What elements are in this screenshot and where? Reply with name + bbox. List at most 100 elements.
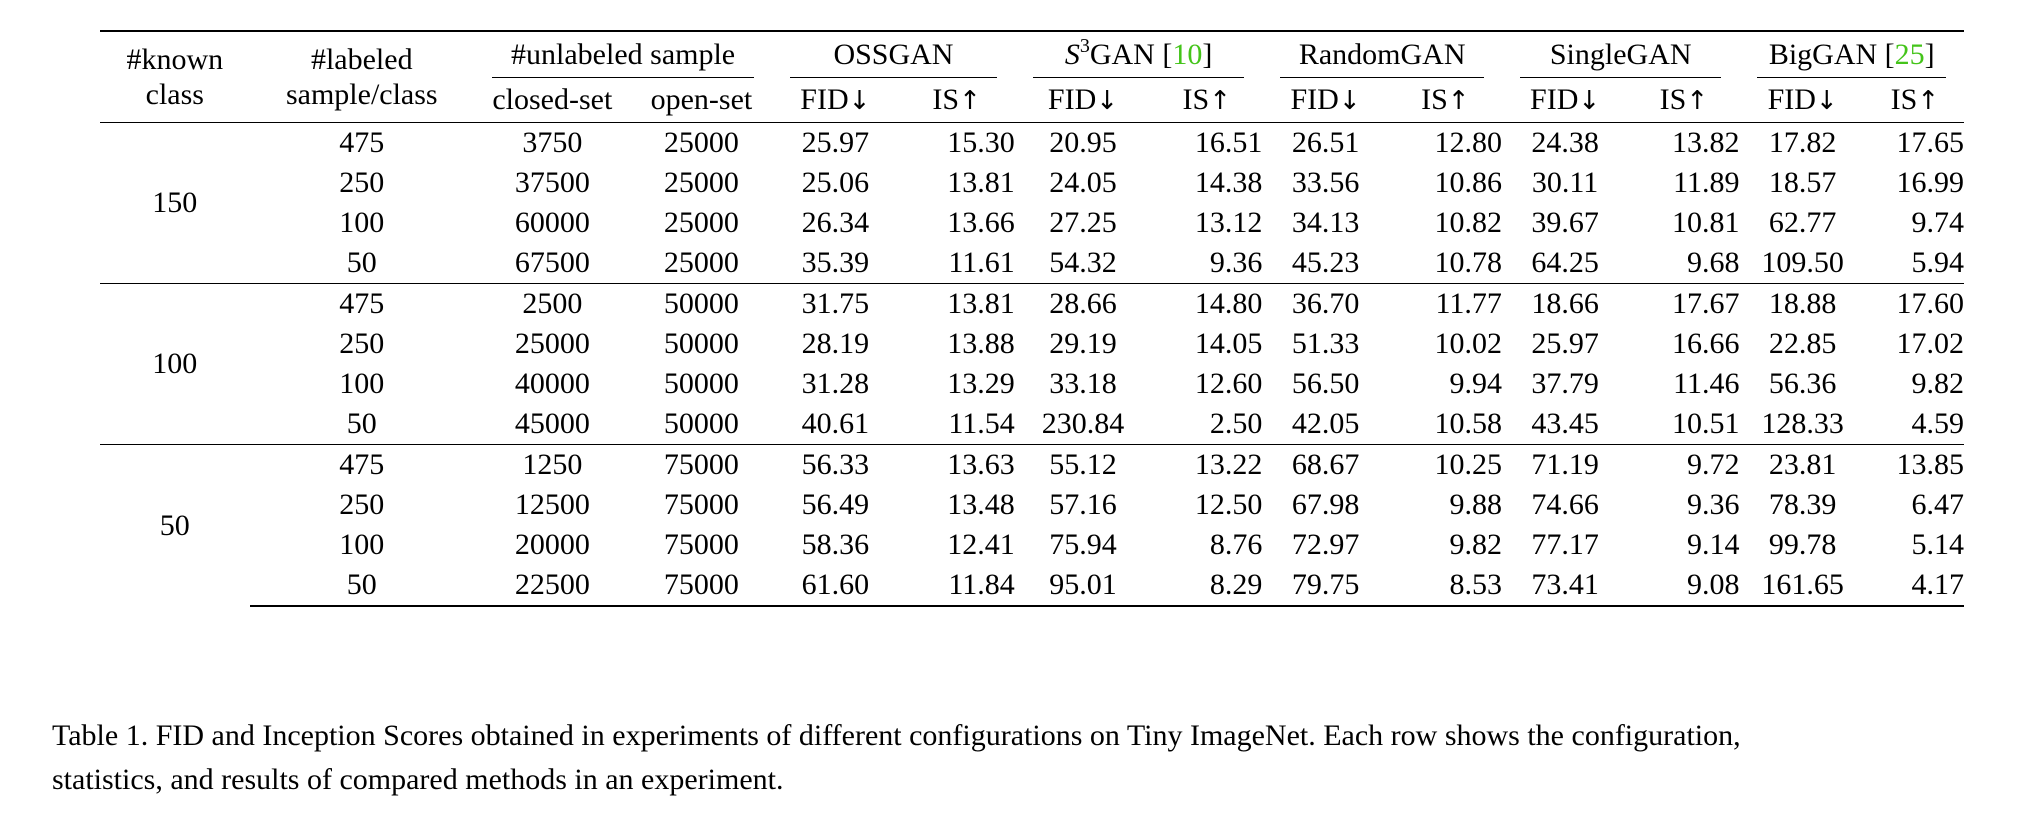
labeled-header-line1: #labeled (310, 43, 413, 76)
method-header-biggan-label: BigGAN [25] (1757, 35, 1946, 78)
citation-link[interactable]: 25 (1894, 38, 1925, 71)
fid-value-cell: 24.05 (1049, 166, 1117, 199)
fid-value-cell: 31.28 (801, 367, 870, 400)
table-row: 50 67500 25000 35.39 11.61 54.32 9.36 45.23 10.7… (100, 243, 1964, 284)
fid-value-cell: 230.84 (1041, 407, 1125, 440)
table-row: 150 475 3750 25000 25.97 15.30 20.95 16.51 26.51… (100, 122, 1964, 284)
open-set-cell: 50000 (663, 327, 739, 360)
is-header: IS↑ (899, 78, 1015, 123)
fid-value-cell: 31.75 (772, 283, 899, 324)
fid-value-cell: 26.34 (801, 206, 870, 239)
results-table: #known class #labeled sample/class #unla… (100, 30, 1964, 607)
fid-value-cell: 43.45 (1531, 407, 1599, 440)
open-set-cell: 75000 (630, 444, 773, 485)
is-value-cell: 9.08 (1628, 565, 1740, 607)
arrow-down-icon: ↓ (1578, 85, 1601, 116)
arrow-up-icon: ↑ (1917, 85, 1940, 116)
is-value-cell: 13.66 (947, 206, 1015, 239)
is-value-cell: 17.67 (1628, 283, 1740, 324)
fid-value-cell: 30.11 (1531, 166, 1599, 199)
method-header-ossgan-label: OSSGAN (790, 35, 997, 78)
labeled-cell: 250 (339, 166, 385, 199)
fid-value-cell: 22.85 (1768, 327, 1837, 360)
is-value-cell: 9.94 (1449, 367, 1502, 400)
is-value-cell: 8.53 (1388, 565, 1502, 607)
method-header-ossgan: OSSGAN (772, 30, 1015, 78)
fid-value-cell: 99.78 (1768, 528, 1837, 561)
labeled-header: #labeled sample/class (249, 30, 474, 123)
table-row: 250 12500 75000 56.49 13.48 57.16 12.50 67.98 9.… (100, 485, 1964, 525)
table-row: 100 20000 75000 58.36 12.41 75.94 8.76 72.97 9.8… (100, 525, 1964, 565)
fid-header: FID↓ (1739, 78, 1865, 123)
is-value-cell: 14.05 (1194, 327, 1263, 360)
fid-value-cell: 74.66 (1531, 488, 1599, 521)
is-label: IS (1890, 82, 1918, 116)
fid-value-cell: 40.61 (801, 407, 870, 440)
fid-value-cell: 25.06 (801, 166, 870, 199)
is-value-cell: 14.38 (1194, 166, 1263, 199)
open-set-cell: 50000 (663, 407, 739, 440)
is-value-cell: 15.30 (898, 122, 1015, 163)
fid-value-cell: 35.39 (801, 246, 870, 279)
fid-value-cell: 78.39 (1768, 488, 1837, 521)
labeled-cell: 250 (339, 488, 385, 521)
header-row-2: closed-set open-set FID↓ IS↑ FID↓ IS↑ FID↓ IS… (100, 78, 1964, 123)
citation-link[interactable]: 10 (1172, 38, 1203, 71)
is-value-cell: 9.72 (1628, 444, 1740, 485)
is-value-cell: 13.22 (1151, 444, 1263, 485)
is-value-cell: 9.36 (1686, 488, 1740, 521)
is-value-cell: 13.63 (898, 444, 1015, 485)
fid-value-cell: 34.13 (1291, 206, 1360, 239)
is-value-cell: 17.60 (1865, 283, 1964, 324)
known-class-header-line2: class (145, 78, 204, 111)
closed-set-cell: 22500 (473, 565, 631, 607)
closed-set-cell: 20000 (514, 528, 590, 561)
is-header: IS↑ (1151, 78, 1262, 123)
fid-value-cell: 161.65 (1739, 565, 1866, 607)
is-value-cell: 8.29 (1151, 565, 1263, 607)
fid-value-cell: 36.70 (1262, 283, 1389, 324)
is-value-cell: 11.46 (1673, 367, 1740, 400)
open-set-cell: 75000 (630, 565, 773, 607)
open-set-cell: 25000 (663, 246, 739, 279)
method-name: OSSGAN (833, 38, 954, 71)
is-value-cell: 13.29 (947, 367, 1015, 400)
closed-set-cell: 60000 (514, 206, 590, 239)
fid-value-cell: 128.33 (1761, 407, 1844, 440)
is-value-cell: 10.81 (1671, 206, 1740, 239)
labeled-cell: 250 (339, 327, 385, 360)
table-row: 50 22500 75000 61.60 11.84 95.01 8.29 79.75 8.53… (100, 565, 1964, 607)
fid-value-cell: 64.25 (1531, 246, 1599, 279)
open-set-cell: 75000 (663, 488, 739, 521)
is-value-cell: 11.84 (898, 565, 1015, 607)
fid-value-cell: 109.50 (1761, 246, 1844, 279)
known-class-cell: 100 (100, 283, 250, 445)
fid-value-cell: 18.66 (1501, 283, 1629, 324)
open-set-cell: 25000 (630, 122, 773, 163)
is-value-cell: 12.41 (947, 528, 1015, 561)
arrow-up-icon: ↑ (1447, 85, 1470, 116)
is-value-cell: 13.85 (1865, 444, 1964, 485)
labeled-cell: 100 (339, 206, 385, 239)
is-value-cell: 11.77 (1388, 283, 1502, 324)
fid-header: FID↓ (1502, 78, 1628, 123)
known-class-header: #known class (100, 30, 250, 123)
is-value-cell: 11.61 (948, 246, 1015, 279)
labeled-header-line2: sample/class (285, 78, 438, 111)
is-value-cell: 13.81 (898, 283, 1015, 324)
fid-label: FID (1767, 82, 1816, 116)
closed-set-cell: 2500 (473, 283, 631, 324)
table-body: 150 475 3750 25000 25.97 15.30 20.95 16.51 26.51… (100, 122, 1965, 607)
labeled-cell: 50 (249, 565, 474, 607)
is-value-cell: 13.48 (947, 488, 1015, 521)
is-value-cell: 4.59 (1911, 407, 1965, 440)
is-value-cell: 16.99 (1896, 166, 1965, 199)
fid-label: FID (1530, 82, 1579, 116)
table-row: 250 37500 25000 25.06 13.81 24.05 14.38 33.56 10… (100, 163, 1964, 203)
fid-value-cell: 23.81 (1739, 444, 1866, 485)
fid-value-cell: 61.60 (772, 565, 899, 607)
method-header-s3gan-label: S3GAN [10] (1032, 35, 1245, 78)
fid-header: FID↓ (772, 78, 898, 123)
fid-value-cell: 58.36 (801, 528, 870, 561)
is-value-cell: 9.88 (1449, 488, 1502, 521)
